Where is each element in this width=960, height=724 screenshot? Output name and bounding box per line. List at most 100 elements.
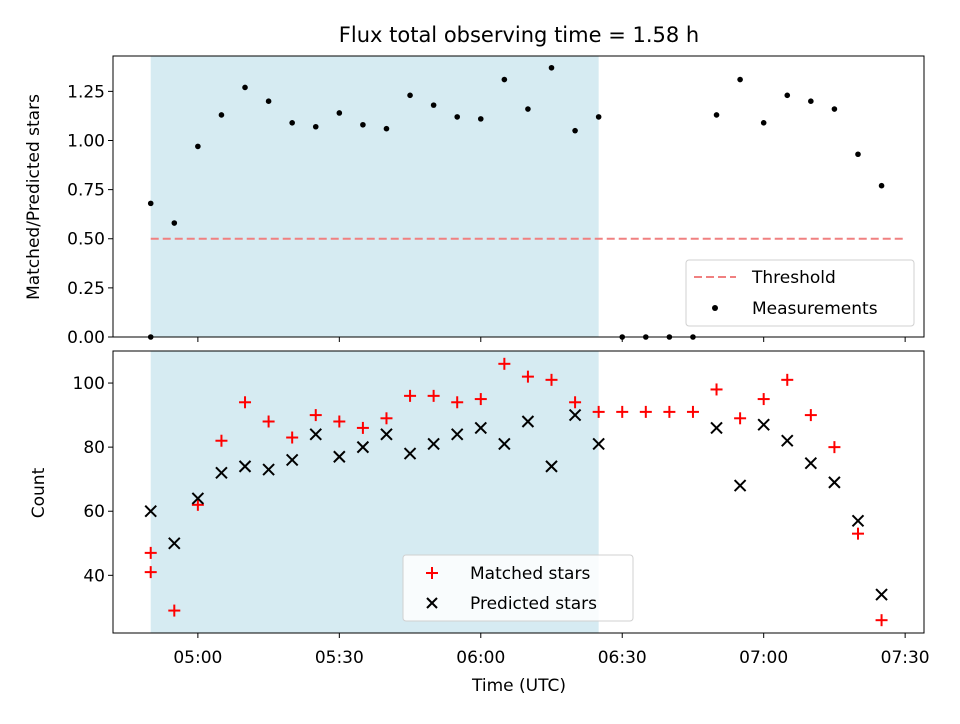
matched-star-point bbox=[191, 498, 204, 511]
matched-star-point bbox=[404, 389, 417, 402]
matched-star-point bbox=[828, 441, 841, 454]
predicted-star-point bbox=[592, 437, 605, 451]
predicted-star-point bbox=[545, 460, 558, 473]
predicted-star-point bbox=[710, 421, 723, 435]
matched-star-point bbox=[451, 396, 464, 409]
measurement-point bbox=[383, 125, 390, 132]
measurement-point bbox=[878, 182, 885, 189]
predicted-star-point bbox=[262, 463, 275, 476]
measurement-point bbox=[312, 123, 319, 130]
matched-star-point bbox=[875, 614, 888, 627]
legend-measurements-label: Measurements bbox=[752, 299, 878, 319]
y-tick-label: 100 bbox=[73, 374, 105, 394]
matched-star-point bbox=[663, 405, 676, 418]
predicted-star-point bbox=[498, 437, 511, 451]
measurement-point bbox=[760, 120, 767, 126]
measurement-point bbox=[831, 106, 838, 112]
measurement-point bbox=[572, 127, 578, 134]
bottom-plot-frame bbox=[112, 350, 925, 634]
bottom-legend-box bbox=[402, 554, 634, 622]
measurement-point bbox=[477, 116, 484, 122]
measurement-point bbox=[147, 200, 154, 207]
matched-star-point bbox=[592, 405, 605, 418]
measurement-point bbox=[171, 220, 178, 226]
top-observing-window-shade bbox=[150, 56, 599, 337]
y-tick-label: 40 bbox=[83, 566, 105, 586]
predicted-star-point bbox=[427, 437, 440, 451]
matched-star-point bbox=[168, 604, 181, 617]
legend-threshold-label: Threshold bbox=[751, 268, 836, 288]
top-y-axis-label: Matched/Predicted stars bbox=[24, 94, 44, 300]
chart-title: Flux total observing time = 1.58 h bbox=[339, 23, 699, 47]
measurement-point bbox=[855, 151, 861, 158]
predicted-star-point bbox=[380, 428, 393, 441]
predicted-stars-points bbox=[144, 408, 888, 601]
predicted-star-point bbox=[804, 456, 818, 470]
bottom-y-axis-ticks: 40 60 80 100 bbox=[73, 374, 113, 586]
legend-predicted-swatch bbox=[426, 597, 438, 609]
matched-star-point bbox=[498, 357, 511, 370]
bottom-panel: 40 60 80 100 05:00 05:30 06:00 06:30 07:00 07:30… bbox=[29, 350, 930, 696]
measurement-point bbox=[737, 76, 743, 83]
matched-star-point bbox=[710, 383, 723, 396]
matched-star-point bbox=[734, 412, 747, 425]
measurement-point bbox=[430, 102, 437, 108]
matched-star-point bbox=[215, 434, 228, 447]
predicted-star-point bbox=[733, 479, 747, 492]
y-tick-label: 60 bbox=[83, 502, 105, 522]
predicted-star-point bbox=[568, 408, 582, 422]
x-tick-label: 07:00 bbox=[739, 648, 788, 668]
matched-star-point bbox=[144, 546, 157, 559]
measurement-point bbox=[218, 112, 225, 118]
measurement-point bbox=[784, 92, 791, 99]
measurement-point bbox=[713, 112, 720, 118]
measurement-point bbox=[336, 110, 343, 116]
top-x-axis-ticks bbox=[197, 337, 906, 342]
matched-star-point bbox=[286, 431, 299, 444]
matched-stars-points bbox=[144, 357, 888, 627]
top-y-axis-ticks: 0.00 0.25 0.50 0.75 1.00 1.25 bbox=[67, 82, 113, 348]
predicted-star-point bbox=[403, 447, 417, 460]
matched-star-point bbox=[427, 389, 440, 402]
measurement-point bbox=[289, 120, 295, 126]
matched-star-point bbox=[616, 405, 629, 418]
legend-predicted-label: Predicted stars bbox=[470, 594, 597, 614]
x-tick-label: 06:00 bbox=[456, 648, 505, 668]
predicted-star-point bbox=[781, 434, 794, 447]
top-legend-box bbox=[685, 259, 915, 327]
predicted-star-point bbox=[309, 428, 322, 441]
legend-matched-label: Matched stars bbox=[470, 564, 590, 584]
y-tick-label: 0.00 bbox=[67, 328, 105, 348]
matched-star-point bbox=[639, 405, 652, 418]
predicted-star-point bbox=[474, 421, 487, 435]
measurement-point bbox=[195, 143, 201, 150]
predicted-star-point bbox=[144, 505, 157, 518]
predicted-star-point bbox=[333, 450, 346, 463]
legend-matched-swatch bbox=[426, 567, 438, 579]
bottom-x-axis-ticks: 05:00 05:30 06:00 06:30 07:00 07:30 bbox=[173, 633, 930, 668]
measurement-point bbox=[808, 98, 814, 104]
legend-measurements-swatch bbox=[712, 305, 718, 311]
measurement-point bbox=[595, 114, 602, 120]
x-tick-label: 07:30 bbox=[881, 648, 930, 668]
y-tick-label: 0.25 bbox=[67, 279, 105, 299]
matched-star-point bbox=[356, 421, 369, 434]
x-axis-label: Time (UTC) bbox=[471, 676, 566, 696]
y-tick-label: 1.25 bbox=[67, 82, 105, 102]
top-legend: Threshold Measurements bbox=[685, 259, 915, 327]
matched-star-point bbox=[757, 393, 770, 406]
matched-star-point bbox=[851, 527, 864, 540]
predicted-star-point bbox=[851, 514, 865, 528]
matched-star-point bbox=[804, 409, 817, 422]
matched-star-point bbox=[144, 566, 157, 579]
predicted-star-point bbox=[828, 476, 841, 489]
matched-star-point bbox=[262, 415, 275, 428]
matched-star-point bbox=[781, 373, 794, 386]
matched-star-point bbox=[474, 393, 487, 406]
matched-star-point bbox=[686, 405, 699, 418]
x-tick-label: 06:30 bbox=[598, 648, 647, 668]
matched-star-point bbox=[239, 396, 252, 409]
measurement-point bbox=[360, 121, 366, 128]
predicted-star-point bbox=[450, 428, 464, 441]
top-panel: 0.00 0.25 0.50 0.75 1.00 1.25 Flux total obse… bbox=[24, 23, 925, 348]
